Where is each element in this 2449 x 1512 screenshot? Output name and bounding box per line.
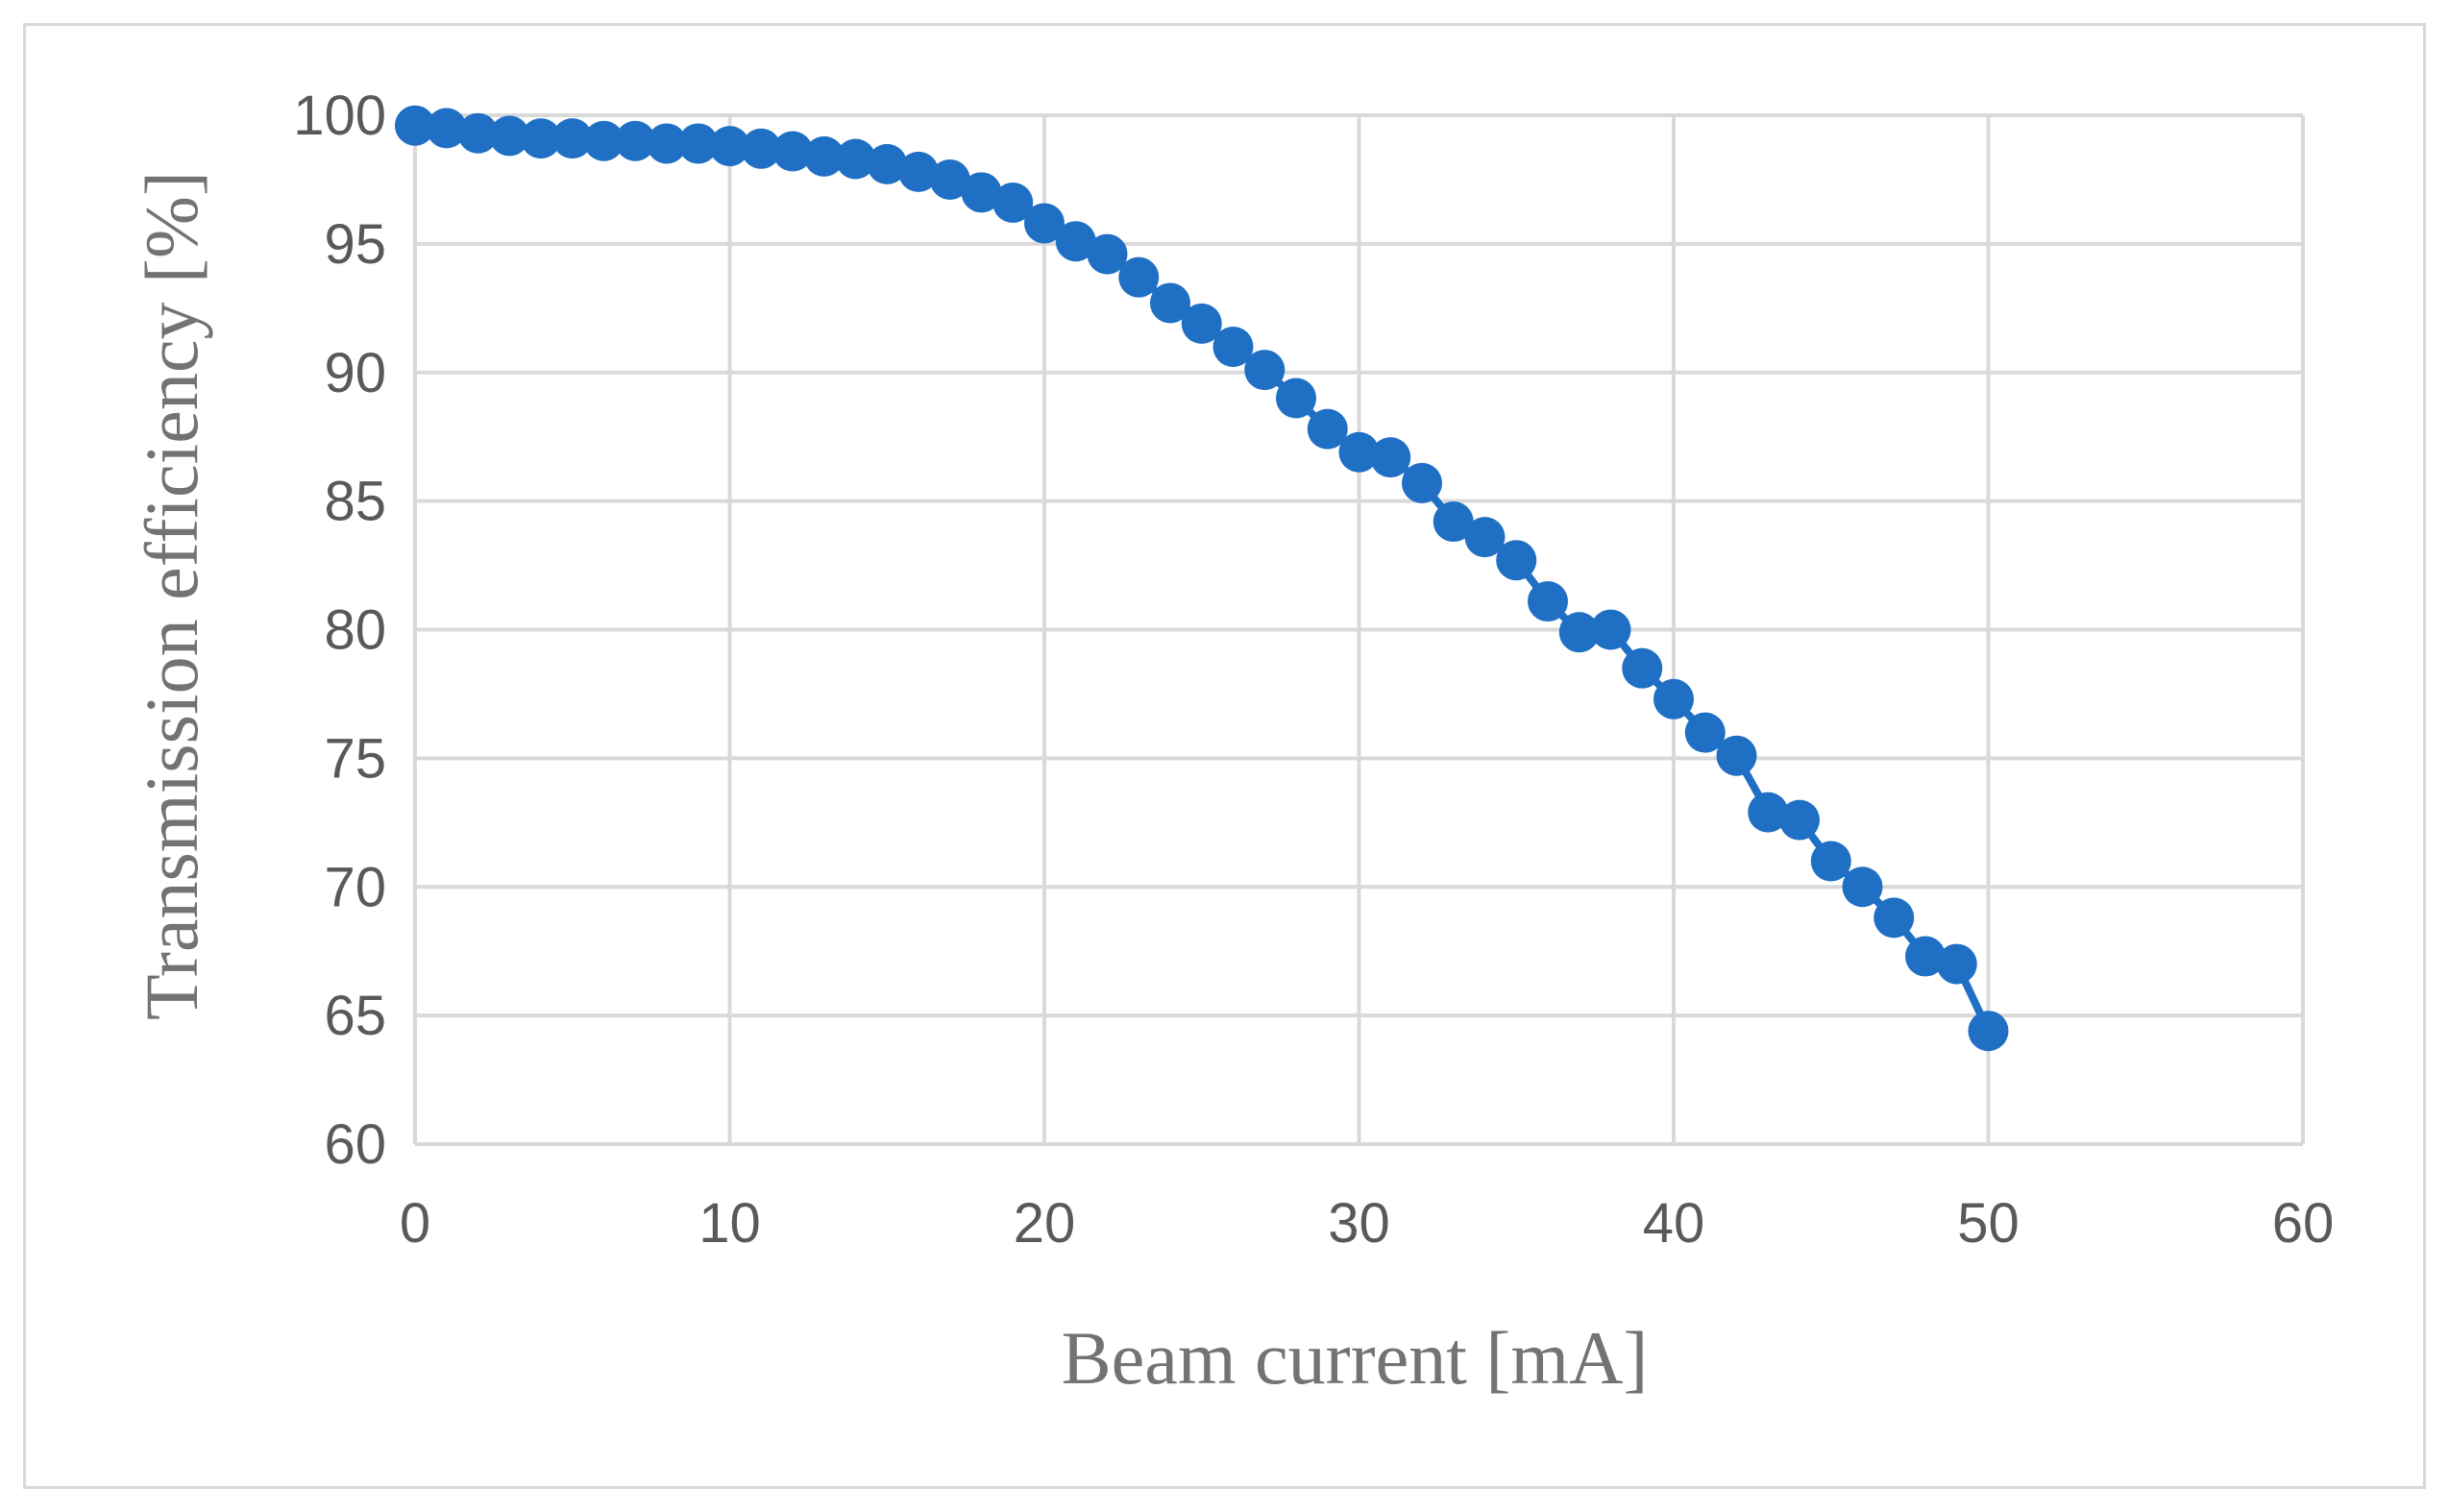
data-point-marker xyxy=(426,108,467,149)
x-axis-title: Beam current [mA] xyxy=(1062,1316,1649,1400)
data-point-marker xyxy=(803,135,845,177)
data-point-marker xyxy=(1338,431,1380,473)
data-point-marker xyxy=(551,118,593,159)
data-point-marker xyxy=(1779,799,1820,841)
data-point-marker xyxy=(677,123,719,164)
data-point-marker xyxy=(1842,866,1883,908)
data-point-marker xyxy=(1968,1011,2009,1052)
y-tick-label: 90 xyxy=(324,342,386,404)
data-point-marker xyxy=(489,115,530,157)
data-point-marker xyxy=(1873,897,1915,939)
data-point-marker xyxy=(835,138,876,180)
data-point-marker xyxy=(1087,233,1128,275)
y-tick-label: 95 xyxy=(324,213,386,276)
data-point-marker xyxy=(1055,221,1096,262)
data-point-marker xyxy=(898,151,939,192)
data-point-marker xyxy=(647,123,687,164)
y-tick-label: 75 xyxy=(324,727,386,790)
x-tick-label: 40 xyxy=(1643,1192,1705,1255)
data-point-marker xyxy=(1370,437,1411,478)
data-point-marker xyxy=(1622,647,1663,689)
data-point-marker xyxy=(1244,350,1286,391)
data-point-marker xyxy=(1936,943,1977,985)
x-tick-label: 10 xyxy=(698,1192,761,1255)
y-tick-label: 70 xyxy=(324,856,386,918)
data-point-marker xyxy=(1810,841,1851,882)
x-tick-label: 60 xyxy=(2272,1192,2335,1255)
y-tick-label: 100 xyxy=(293,85,386,147)
y-axis-title: Transmission efficiency [%] xyxy=(130,171,213,1020)
data-point-marker xyxy=(615,120,656,161)
data-point-marker xyxy=(961,172,1002,213)
y-tick-label: 60 xyxy=(324,1113,386,1176)
data-point-marker xyxy=(1590,609,1631,650)
data-point-marker xyxy=(709,126,750,167)
y-tick-label: 80 xyxy=(324,599,386,662)
x-tick-label: 0 xyxy=(400,1192,430,1255)
data-point-marker xyxy=(741,128,782,169)
data-point-marker xyxy=(583,120,624,161)
data-point-marker xyxy=(1212,326,1254,367)
data-point-marker xyxy=(1150,282,1190,324)
x-tick-label: 50 xyxy=(1957,1192,2020,1255)
data-point-marker xyxy=(1653,678,1694,719)
tick-labels: 0 10 20 30 40 50 60 60 65 70 75 80 85 90 95 100 xyxy=(293,85,2334,1255)
data-point-marker xyxy=(1402,462,1442,503)
data-point-marker xyxy=(1528,581,1568,622)
data-point-marker xyxy=(867,143,908,184)
x-tick-label: 30 xyxy=(1328,1192,1390,1255)
data-point-marker xyxy=(1905,936,1946,977)
data-point-marker xyxy=(1748,792,1789,833)
data-series xyxy=(395,105,2009,1052)
data-point-marker xyxy=(929,159,970,200)
data-point-marker xyxy=(772,131,813,172)
data-point-marker xyxy=(992,183,1034,224)
data-point-marker xyxy=(457,112,499,154)
series-line xyxy=(414,121,1993,1033)
data-point-marker xyxy=(1496,540,1537,581)
data-point-marker xyxy=(1684,712,1726,753)
data-point-marker xyxy=(521,118,561,159)
data-point-marker xyxy=(1118,256,1160,298)
data-point-marker xyxy=(1558,612,1600,653)
data-point-marker xyxy=(1024,203,1065,244)
y-tick-label: 65 xyxy=(324,985,386,1047)
data-point-marker xyxy=(1181,303,1222,344)
gridlines xyxy=(413,113,2305,1146)
chart-frame xyxy=(23,23,2426,1489)
data-point-marker xyxy=(1307,408,1348,450)
y-tick-label: 85 xyxy=(324,471,386,533)
data-point-marker xyxy=(1464,517,1506,558)
data-point-marker xyxy=(1716,735,1757,776)
data-point-marker xyxy=(395,105,435,146)
data-point-marker xyxy=(1433,501,1474,543)
data-point-marker xyxy=(1276,378,1316,419)
x-tick-label: 20 xyxy=(1014,1192,1076,1255)
